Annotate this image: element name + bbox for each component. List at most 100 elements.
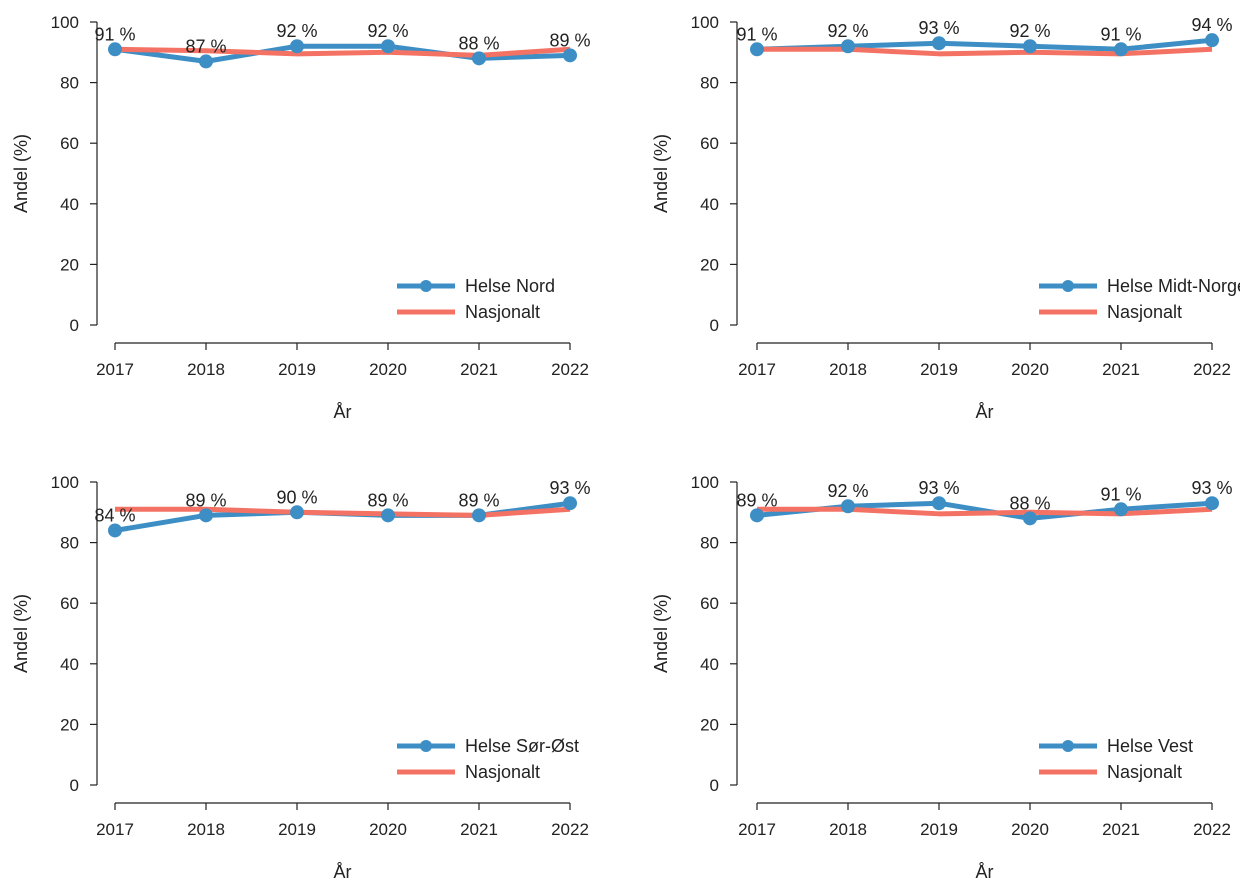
y-tick-label: 100 [691,473,719,492]
x-tick-label: 2017 [738,360,776,379]
y-tick-label: 40 [700,655,719,674]
y-tick-label: 60 [700,134,719,153]
data-point [108,523,122,537]
y-axis-label: Andel (%) [11,134,31,213]
x-axis-label: År [334,402,352,420]
legend-marker-region [420,740,432,752]
y-tick-label: 0 [70,316,79,335]
x-tick-label: 2021 [460,820,498,839]
y-tick-label: 80 [60,74,79,93]
data-point [1023,39,1037,53]
data-point [1114,502,1128,516]
x-tick-label: 2019 [278,360,316,379]
data-point [472,508,486,522]
data-label: 91 % [736,24,777,44]
y-tick-label: 0 [710,316,719,335]
data-label: 84 % [94,505,135,525]
data-point [290,39,304,53]
legend-label-national: Nasjonalt [1107,302,1182,322]
data-label: 88 % [1009,493,1050,513]
data-label: 92 % [1009,21,1050,41]
line-chart-4: 0 20 40 60 80 100 2017 2018 2019 2020 2021 2022 År An… [640,460,1240,880]
data-point [108,42,122,56]
x-tick-label: 2018 [187,360,225,379]
data-label: 93 % [918,18,959,38]
y-axis-label: Andel (%) [651,134,671,213]
data-point [841,39,855,53]
data-point [1114,42,1128,56]
x-tick-label: 2021 [1102,360,1140,379]
data-point [750,42,764,56]
data-label: 92 % [367,21,408,41]
data-point [932,36,946,50]
y-tick-label: 100 [51,13,79,32]
data-label: 92 % [827,481,868,501]
y-tick-label: 60 [60,134,79,153]
data-point [750,508,764,522]
legend-label-region: Helse Midt-Norge [1107,276,1240,296]
y-tick-label: 80 [700,534,719,553]
x-tick-label: 2018 [187,820,225,839]
x-tick-label: 2020 [1011,820,1049,839]
series-line-national [757,49,1212,54]
y-tick-label: 60 [700,594,719,613]
x-tick-label: 2018 [829,820,867,839]
x-tick-label: 2017 [96,360,134,379]
x-axis-label: År [976,862,994,880]
y-tick-label: 100 [51,473,79,492]
y-tick-label: 20 [60,255,79,274]
legend-marker-region [420,280,432,292]
x-tick-label: 2017 [738,820,776,839]
x-tick-label: 2021 [460,360,498,379]
data-point [381,508,395,522]
y-tick-label: 80 [60,534,79,553]
line-chart-2: 0 20 40 60 80 100 2017 2018 2019 2020 2021 2022 År An… [640,0,1240,420]
series-line-national [115,49,570,55]
data-point [563,496,577,510]
x-tick-label: 2019 [278,820,316,839]
y-axis-label: Andel (%) [11,594,31,673]
data-point [563,48,577,62]
x-tick-label: 2017 [96,820,134,839]
x-tick-label: 2019 [920,820,958,839]
y-tick-label: 20 [60,715,79,734]
y-tick-label: 20 [700,715,719,734]
data-label: 93 % [1191,478,1232,498]
data-label: 89 % [458,490,499,510]
data-label: 91 % [1100,484,1141,504]
y-tick-label: 40 [60,655,79,674]
data-label: 93 % [549,478,590,498]
data-point [381,39,395,53]
legend-label-national: Nasjonalt [1107,762,1182,782]
x-tick-label: 2022 [1193,360,1231,379]
x-tick-label: 2020 [1011,360,1049,379]
y-tick-label: 40 [60,195,79,214]
data-label: 91 % [1100,24,1141,44]
y-tick-label: 0 [70,776,79,795]
data-label: 94 % [1191,15,1232,35]
x-tick-label: 2022 [551,820,589,839]
y-tick-label: 0 [710,776,719,795]
legend-label-national: Nasjonalt [465,762,540,782]
data-label: 92 % [827,21,868,41]
y-axis-label: Andel (%) [651,594,671,673]
legend-label-region: Helse Sør-Øst [465,736,579,756]
y-tick-label: 40 [700,195,719,214]
legend-marker-region [1062,740,1074,752]
x-axis-label: År [334,862,352,880]
x-tick-label: 2022 [1193,820,1231,839]
data-label: 88 % [458,33,499,53]
data-point [290,505,304,519]
data-label: 87 % [185,36,226,56]
data-point [1205,33,1219,47]
data-point [199,54,213,68]
data-point [199,508,213,522]
data-label: 93 % [918,478,959,498]
data-label: 91 % [94,24,135,44]
line-chart-3: 0 20 40 60 80 100 2017 2018 2019 2020 2021 2022 År An… [0,460,600,880]
data-label: 92 % [276,21,317,41]
data-label: 89 % [549,30,590,50]
x-tick-label: 2020 [369,820,407,839]
y-tick-label: 80 [700,74,719,93]
